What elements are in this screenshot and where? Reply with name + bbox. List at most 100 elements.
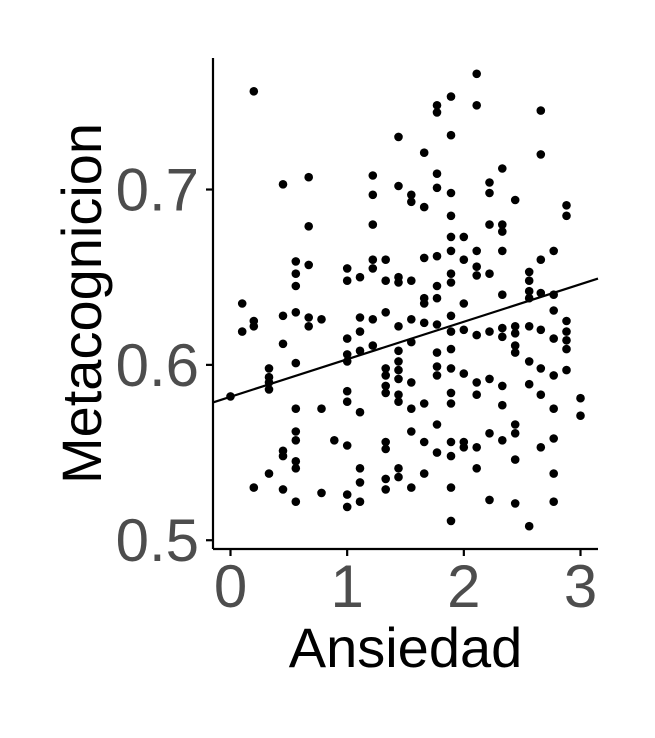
data-point <box>562 316 571 326</box>
data-point <box>472 390 482 400</box>
data-point <box>419 399 429 408</box>
data-point <box>536 325 546 335</box>
data-point <box>510 341 520 350</box>
data-point <box>278 180 288 189</box>
data-point <box>446 211 456 221</box>
data-point <box>446 344 456 354</box>
data-point <box>485 178 494 187</box>
data-point <box>524 286 534 296</box>
data-point <box>394 278 403 287</box>
data-point <box>355 478 365 487</box>
data-point <box>549 306 558 315</box>
data-point <box>536 106 546 115</box>
data-point <box>249 483 259 492</box>
data-point <box>459 255 469 264</box>
data-point <box>498 290 507 300</box>
data-point <box>291 308 301 317</box>
data-point <box>419 299 429 308</box>
data-point <box>446 437 456 447</box>
data-point <box>446 188 456 198</box>
data-point <box>342 441 352 450</box>
data-point <box>381 276 391 286</box>
data-point <box>304 260 314 270</box>
data-point <box>536 390 546 400</box>
data-point <box>355 346 365 356</box>
data-point <box>549 404 558 414</box>
data-point <box>237 327 247 336</box>
data-point <box>394 397 403 407</box>
data-point <box>291 457 301 466</box>
data-point <box>381 381 391 391</box>
y-tick-label: 0.6 <box>116 332 199 399</box>
data-point <box>291 464 301 473</box>
data-point <box>549 246 558 256</box>
data-point <box>355 313 365 322</box>
data-point <box>264 469 274 478</box>
data-point <box>278 339 288 349</box>
x-tick-label: 0 <box>214 553 247 620</box>
data-point <box>304 222 314 231</box>
data-point <box>446 92 456 101</box>
data-point <box>446 327 456 336</box>
x-tick-label: 3 <box>564 553 597 620</box>
data-point <box>407 483 416 492</box>
data-point <box>536 364 546 373</box>
data-point <box>446 311 456 321</box>
data-point <box>291 358 301 368</box>
data-point <box>562 327 571 336</box>
data-point <box>368 171 378 180</box>
data-point <box>498 246 507 256</box>
data-point <box>394 181 403 191</box>
data-point <box>278 311 288 321</box>
data-point <box>381 388 391 398</box>
data-point <box>510 329 520 338</box>
data-point <box>472 443 482 452</box>
data-point <box>446 246 456 256</box>
data-point <box>419 253 429 263</box>
data-point <box>291 427 301 436</box>
data-point <box>576 393 585 403</box>
y-tick-label: 0.5 <box>116 507 199 574</box>
data-point <box>446 278 456 287</box>
data-point <box>432 169 442 178</box>
data-point <box>381 437 391 447</box>
x-tick-label: 1 <box>330 553 363 620</box>
trend-line <box>212 277 599 404</box>
data-point <box>355 327 365 336</box>
data-point <box>394 132 403 142</box>
data-point <box>394 374 403 384</box>
data-point <box>485 495 494 505</box>
data-point <box>510 499 520 508</box>
data-point <box>498 323 507 333</box>
data-point <box>368 315 378 324</box>
data-point <box>524 267 534 277</box>
data-point <box>342 386 352 396</box>
data-point <box>485 374 494 384</box>
data-point <box>291 436 301 445</box>
data-point <box>407 276 416 286</box>
data-point <box>432 293 442 303</box>
data-point <box>355 497 365 507</box>
data-point <box>278 485 288 494</box>
data-point <box>342 350 352 359</box>
data-point <box>472 69 482 79</box>
data-point <box>485 188 494 198</box>
y-axis-title: Metacognicion <box>50 123 113 484</box>
data-point <box>394 346 403 356</box>
data-point <box>524 322 534 331</box>
data-point <box>472 101 482 110</box>
data-point <box>394 390 403 400</box>
data-point <box>407 378 416 387</box>
data-point <box>510 195 520 205</box>
data-point <box>407 190 416 200</box>
data-point <box>291 497 301 507</box>
data-point <box>446 483 456 492</box>
data-point <box>342 264 352 273</box>
data-point <box>549 334 558 343</box>
points-layer <box>226 69 585 531</box>
data-point <box>368 220 378 229</box>
data-point <box>407 315 416 324</box>
data-point <box>368 341 378 350</box>
data-point <box>472 330 482 340</box>
